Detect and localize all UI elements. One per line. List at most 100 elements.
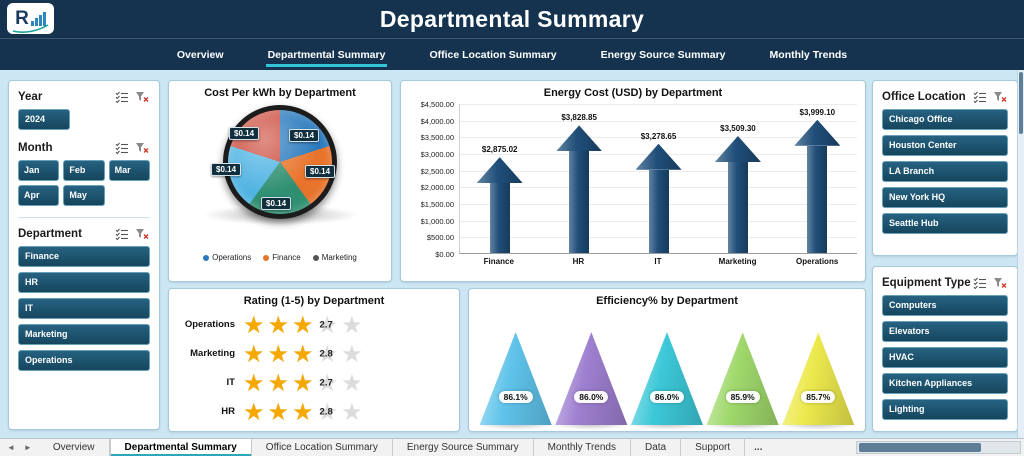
energy-y-axis: $4,500.00 $4,000.00 $3,500.00 $3,000.00 $2,5…: [409, 100, 459, 259]
slicer-option-computers[interactable]: Computers: [882, 295, 1008, 316]
year-slicer-icons: [114, 90, 150, 103]
vertical-scrollbar-thumb[interactable]: [1019, 72, 1023, 134]
slicer-option-chicago-office[interactable]: Chicago Office: [882, 109, 1008, 130]
rating-value-label: 2.7: [319, 318, 333, 330]
office-location-slicer-label: Office Location: [882, 90, 966, 103]
multi-select-icon[interactable]: [972, 276, 988, 289]
nav-tab-energy-source-summary[interactable]: Energy Source Summary: [600, 48, 726, 61]
legend-color-dot: [203, 254, 210, 261]
slicer-option-marketing[interactable]: Marketing: [18, 324, 150, 345]
sheet-nav-right-icon[interactable]: ►: [23, 443, 32, 452]
slicer-option-finance[interactable]: Finance: [18, 246, 150, 267]
energy-arrow-hr: $3,828.85: [539, 113, 618, 253]
y-tick-label: $2,500.00: [420, 166, 454, 176]
slicer-option-it[interactable]: IT: [18, 298, 150, 319]
energy-x-label: IT: [654, 257, 662, 266]
month-slicer-icons: [114, 141, 150, 154]
slicer-option-may[interactable]: May: [63, 185, 105, 206]
legend-text: Finance: [272, 253, 301, 262]
slicer-option-new-york-hq[interactable]: New York HQ: [882, 187, 1008, 208]
slicer-option-operations[interactable]: Operations: [18, 350, 150, 371]
y-tick-label: $4,000.00: [420, 116, 454, 126]
star-fill: ★★★★★: [243, 341, 317, 366]
efficiency-cone: 86.1%: [475, 313, 556, 430]
clear-filter-icon[interactable]: [992, 276, 1008, 289]
energy-chart-area: $4,500.00 $4,000.00 $3,500.00 $3,000.00 $2,5…: [409, 100, 857, 259]
slicer-option-hvac[interactable]: HVAC: [882, 347, 1008, 368]
horizontal-scrollbar-thumb[interactable]: [859, 443, 981, 452]
nav-tab-departmental-summary[interactable]: Departmental Summary: [265, 43, 388, 67]
slicer-option-houston-center[interactable]: Houston Center: [882, 135, 1008, 156]
slicer-option-kitchen-appliances[interactable]: Kitchen Appliances: [882, 373, 1008, 394]
office-location-panel: Office Location Chicago Office Houston Ce…: [872, 80, 1018, 256]
energy-x-label: Marketing: [718, 257, 757, 266]
sheet-tab-monthly-trends[interactable]: Monthly Trends: [534, 439, 631, 456]
y-tick-label: $3,500.00: [420, 133, 454, 143]
clear-filter-icon[interactable]: [134, 141, 150, 154]
y-tick-label: $3,000.00: [420, 150, 454, 159]
sheet-tab-data[interactable]: Data: [631, 439, 682, 456]
nav-tab-overview[interactable]: Overview: [176, 48, 224, 61]
arrow-shaft: [489, 183, 510, 253]
gridline: [460, 120, 857, 122]
energy-x-label: Operations: [796, 257, 839, 266]
efficiency-cone: 85.7%: [778, 313, 859, 430]
office-location-options: Chicago Office Houston Center LA Branch New…: [882, 109, 1008, 234]
slicer-option-jan[interactable]: Jan: [18, 160, 60, 181]
arrow-head: [714, 136, 761, 163]
multi-select-icon[interactable]: [114, 141, 130, 154]
rating-row-marketing: Marketing ★★★★★★★★★★2.8: [177, 339, 451, 368]
vertical-scrollbar[interactable]: [1017, 70, 1024, 438]
horizontal-scrollbar[interactable]: [856, 441, 1021, 454]
rating-row-operations: Operations ★★★★★★★★★★2.7: [177, 310, 451, 339]
star-fill: ★★★★★: [243, 399, 317, 424]
multi-select-icon[interactable]: [114, 90, 130, 103]
slicer-option-la-branch[interactable]: LA Branch: [882, 161, 1008, 182]
clear-filter-icon[interactable]: [134, 90, 150, 103]
sheet-tab-overview[interactable]: Overview: [39, 439, 110, 456]
month-slicer-label: Month: [18, 141, 53, 154]
slicer-option-seattle-hub[interactable]: Seattle Hub: [882, 213, 1008, 234]
logo-letter: R: [15, 8, 29, 29]
slicer-option-lighting[interactable]: Lighting: [882, 399, 1008, 420]
slicer-option-apr[interactable]: Apr: [18, 185, 60, 206]
sheet-tab-office-location-summary[interactable]: Office Location Summary: [252, 439, 393, 456]
dashboard-body: Year 2024 Month Jan Feb Mar Apr May Departme…: [0, 70, 1024, 438]
slicer-option-feb[interactable]: Feb: [63, 160, 105, 181]
sheet-tab-support[interactable]: Support: [681, 439, 746, 456]
clear-filter-icon[interactable]: [134, 227, 150, 240]
legend-operations: Operations: [203, 253, 251, 262]
rating-category-label: HR: [221, 406, 235, 417]
sheet-more-button[interactable]: ...: [754, 442, 763, 453]
cone-graphic: [479, 332, 552, 425]
energy-x-labels: Finance HR IT Marketing Operations: [459, 257, 857, 266]
multi-select-icon[interactable]: [114, 227, 130, 240]
energy-arrow-operations: $3,999.10: [778, 108, 857, 253]
equipment-type-slicer-label: Equipment Type: [882, 276, 971, 289]
slicer-option-2024[interactable]: 2024: [18, 109, 70, 130]
multi-select-icon[interactable]: [972, 90, 988, 103]
sheet-tab-departmental-summary[interactable]: Departmental Summary: [109, 439, 252, 456]
sheet-tab-energy-source-summary[interactable]: Energy Source Summary: [393, 439, 534, 456]
nav-tab-monthly-trends[interactable]: Monthly Trends: [769, 48, 848, 61]
sheet-nav-left-icon[interactable]: ◄: [7, 443, 15, 452]
month-slicer: Month Jan Feb Mar Apr May: [18, 141, 150, 206]
slicer-option-mar[interactable]: Mar: [108, 160, 150, 181]
equipment-type-slicer-icons: [972, 276, 1008, 289]
slicer-option-elevators[interactable]: Elevators: [882, 321, 1008, 342]
rating-value-label: 2.7: [319, 376, 333, 388]
energy-value-label: $3,278.65: [640, 131, 677, 141]
energy-x-label: HR: [572, 257, 585, 266]
cone-graphic: [706, 332, 779, 425]
nav-tab-office-location-summary[interactable]: Office Location Summary: [429, 48, 557, 61]
y-tick-label: $2,000.00: [420, 183, 454, 193]
energy-value-label: $3,999.10: [799, 107, 836, 117]
rating-row-hr: HR ★★★★★★★★★★2.8: [177, 397, 451, 426]
year-slicer-label: Year: [18, 90, 43, 103]
legend-text: Marketing: [321, 253, 357, 262]
slicer-option-hr[interactable]: HR: [18, 272, 150, 293]
efficiency-value-label: 86.1%: [498, 391, 533, 403]
arrow-head: [556, 125, 603, 152]
clear-filter-icon[interactable]: [992, 90, 1008, 103]
efficiency-cone: 86.0%: [551, 313, 632, 430]
